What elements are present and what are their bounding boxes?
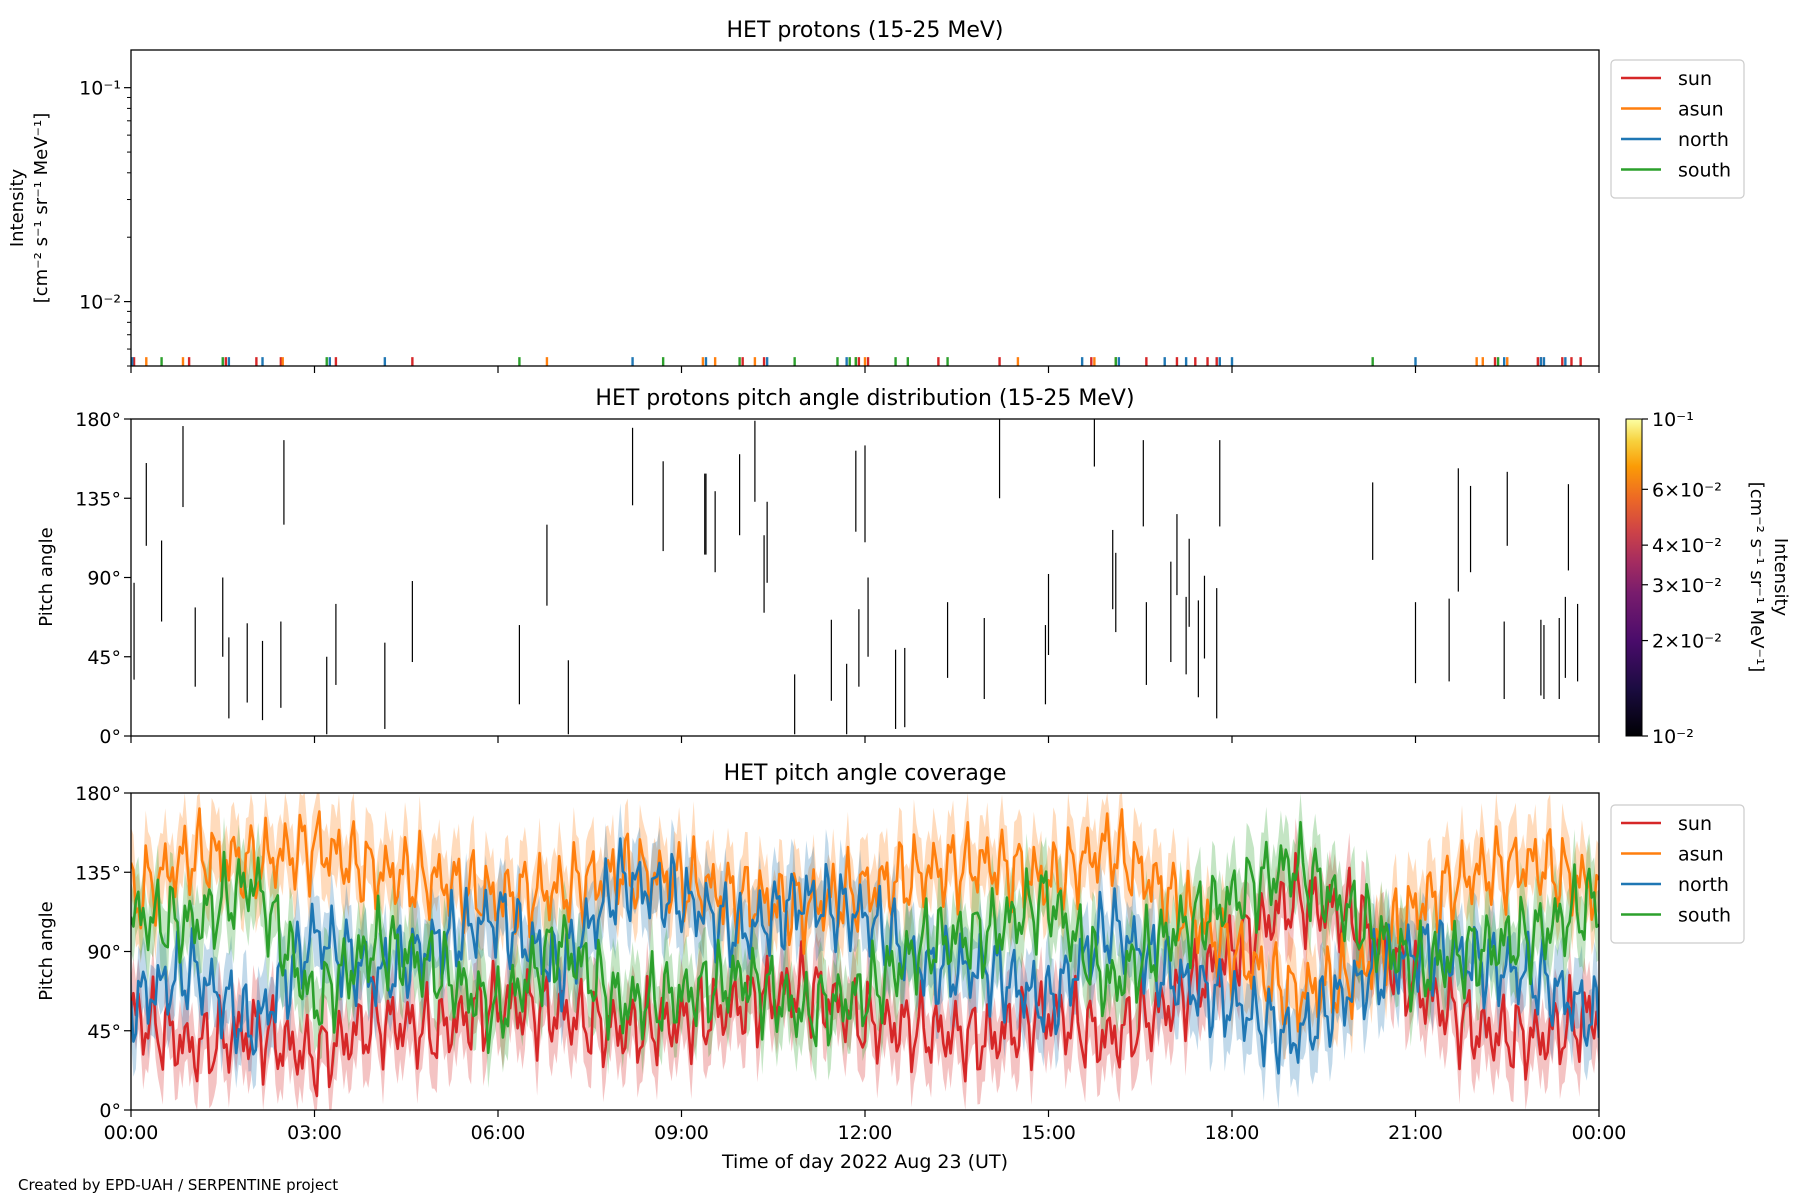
colorbar-tick-label: 6×10⁻² (1652, 479, 1722, 501)
intensity-title: HET protons (15-25 MeV) (727, 18, 1004, 43)
intensity-ylabel-line2: [cm⁻² s⁻¹ sr⁻¹ MeV⁻¹] (31, 113, 52, 304)
ytick-label: 10⁻¹ (79, 78, 121, 100)
coverage-band-south (131, 793, 1599, 1089)
legend-label-asun: asun (1678, 99, 1724, 121)
colorbar-tick-label: 10⁻¹ (1652, 409, 1694, 431)
coverage-line-north (131, 837, 1599, 1075)
coverage-ylabel: Pitch angle (36, 901, 57, 1000)
colorbar-ticks: 10⁻¹ 6×10⁻² 4×10⁻² 3×10⁻² 2×10⁻² 10⁻² (1642, 409, 1722, 748)
coverage-band-north (131, 803, 1599, 1109)
intensity-spikes (131, 357, 1582, 366)
ytick-label: 0° (99, 1100, 121, 1122)
ytick-label: 180° (75, 409, 121, 431)
intensity-panel: HET protons (15-25 MeV) 10⁻¹ 10⁻² Intensi… (7, 18, 1745, 373)
ytick-label: 10⁻² (79, 292, 121, 314)
colorbar-tick-label: 4×10⁻² (1652, 535, 1722, 557)
xtick-label: 06:00 (471, 1122, 526, 1144)
intensity-x-ticks (130, 366, 1600, 373)
legend-label-south: south (1678, 160, 1731, 182)
ytick-label: 45° (87, 1021, 121, 1043)
legend-label-sun: sun (1678, 813, 1712, 835)
pad-segments (133, 419, 1579, 735)
legend-label-sun: sun (1678, 68, 1712, 90)
ytick-label: 90° (87, 942, 121, 964)
footer-credit: Created by EPD-UAH / SERPENTINE project (18, 1176, 339, 1194)
xtick-label: 21:00 (1388, 1122, 1443, 1144)
xtick-label: 09:00 (654, 1122, 709, 1144)
coverage-xlabel: Time of day 2022 Aug 23 (UT) (721, 1151, 1008, 1173)
colorbar (1625, 418, 1643, 737)
ytick-label: 45° (87, 647, 121, 669)
pad-panel: HET protons pitch angle distribution (15… (36, 386, 1791, 748)
pad-x-ticks (130, 736, 1600, 743)
legend-label-north: north (1678, 129, 1729, 151)
xtick-label: 00:00 (1572, 1122, 1627, 1144)
legend-label-north: north (1678, 874, 1729, 896)
pad-title: HET protons pitch angle distribution (15… (595, 386, 1134, 411)
xtick-label: 18:00 (1205, 1122, 1260, 1144)
legend-label-south: south (1678, 905, 1731, 927)
intensity-ylabel-line1: Intensity (7, 168, 28, 247)
legend-box (1610, 59, 1745, 199)
xtick-label: 12:00 (838, 1122, 893, 1144)
pad-y-axis: 180° 135° 90° 45° 0° (75, 409, 131, 748)
intensity-y-axis: 10⁻¹ 10⁻² (79, 78, 131, 367)
xtick-label: 03:00 (287, 1122, 342, 1144)
pad-ylabel: Pitch angle (36, 527, 57, 626)
xtick-label: 15:00 (1021, 1122, 1076, 1144)
coverage-y-axis: 180° 135° 90° 45° 0° (75, 783, 131, 1122)
intensity-axes-frame (130, 49, 1600, 367)
coverage-legend: sun asun north south (1610, 804, 1745, 944)
colorbar-label-line1: Intensity (1770, 538, 1791, 617)
coverage-panel: HET pitch angle coverage 180° 135° 90° 45° 0… (36, 761, 1745, 1173)
legend-label-asun: asun (1678, 844, 1724, 866)
coverage-lines (131, 793, 1599, 1110)
coverage-x-axis: 00:00 03:00 06:00 09:00 12:00 15:00 18:00 21:00… (104, 1110, 1627, 1144)
colorbar-label-line2: [cm⁻² s⁻¹ sr⁻¹ MeV⁻¹] (1746, 482, 1767, 673)
ytick-label: 90° (87, 568, 121, 590)
colorbar-tick-label: 3×10⁻² (1652, 575, 1722, 597)
colorbar-tick-label: 2×10⁻² (1652, 631, 1722, 653)
legend-box (1610, 804, 1745, 944)
ytick-label: 0° (99, 726, 121, 748)
ytick-label: 135° (75, 488, 121, 510)
coverage-line-south (131, 820, 1599, 1055)
coverage-band-sun (131, 817, 1599, 1110)
coverage-title: HET pitch angle coverage (724, 761, 1007, 786)
ytick-label: 135° (75, 862, 121, 884)
xtick-label: 00:00 (104, 1122, 159, 1144)
colorbar-tick-label: 10⁻² (1652, 726, 1694, 748)
intensity-legend: sun asun north south (1610, 59, 1745, 199)
ytick-label: 180° (75, 783, 121, 805)
